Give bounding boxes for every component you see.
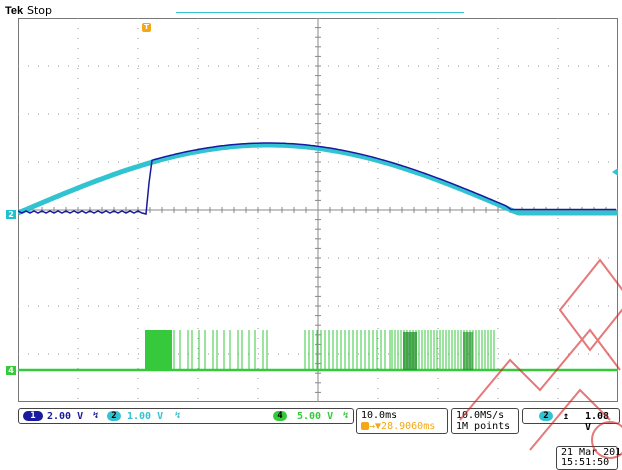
ch4-scale[interactable]: 5.00 V <box>297 411 334 422</box>
trigger-offset-arrow-icon: →▼ <box>369 421 382 432</box>
graticule <box>18 18 618 402</box>
acquisition-readout[interactable]: 10.0MS/s 1M points <box>451 408 519 434</box>
trigger-level: 1.08 V <box>585 411 610 433</box>
acquisition-status: Stop <box>27 4 53 17</box>
timebase-scale: 10.0ms <box>361 410 398 421</box>
ch4-badge[interactable]: 4 <box>273 411 287 421</box>
ch2-scale[interactable]: 1.00 V <box>127 411 164 422</box>
ch4-bandwidth-icon: ↯ <box>343 411 349 421</box>
trigger-level-marker <box>612 168 618 176</box>
sample-rate: 10.0MS/s <box>456 410 505 421</box>
date: 21 Mar 2012 <box>561 447 622 458</box>
trigger-readout[interactable]: 2 ↥ 1.08 V <box>522 408 620 433</box>
ch2-ground-marker[interactable]: 2 <box>6 210 16 219</box>
ch1-bandwidth-icon: ↯ <box>93 411 99 421</box>
trigger-marker-icon[interactable]: T <box>142 23 151 32</box>
waveform-display <box>18 18 618 402</box>
ch2-waveform <box>18 142 618 216</box>
watermark-stamp <box>459 258 622 459</box>
ch1-badge[interactable]: 1 <box>23 411 43 421</box>
record-length: 1M points <box>456 421 511 432</box>
ch4-waveform <box>18 330 618 372</box>
record-position-bar <box>176 12 464 13</box>
trigger-source-badge: 2 <box>539 411 553 421</box>
ch2-badge[interactable]: 2 <box>107 411 121 421</box>
ch1-scale[interactable]: 2.00 V <box>47 411 84 422</box>
trigger-offset-icon <box>361 422 369 430</box>
brand-logo: Tek <box>5 5 24 17</box>
ch2-bandwidth-icon: ↯ <box>175 411 181 421</box>
time: 15:51:50 <box>561 457 610 468</box>
ch4-ground-marker[interactable]: 4 <box>6 366 16 375</box>
channel-readouts: 1 2.00 V ↯ 2 1.00 V ↯ 4 5.00 V ↯ <box>18 408 354 424</box>
rising-edge-icon: ↥ <box>563 411 570 422</box>
ch1-waveform <box>18 142 616 215</box>
readout-bar: 1 2.00 V ↯ 2 1.00 V ↯ 4 5.00 V ↯ 10.0ms … <box>0 406 622 470</box>
timebase-position: 28.9060ms <box>381 421 436 432</box>
timebase-readout[interactable]: 10.0ms →▼28.9060ms <box>356 408 448 434</box>
